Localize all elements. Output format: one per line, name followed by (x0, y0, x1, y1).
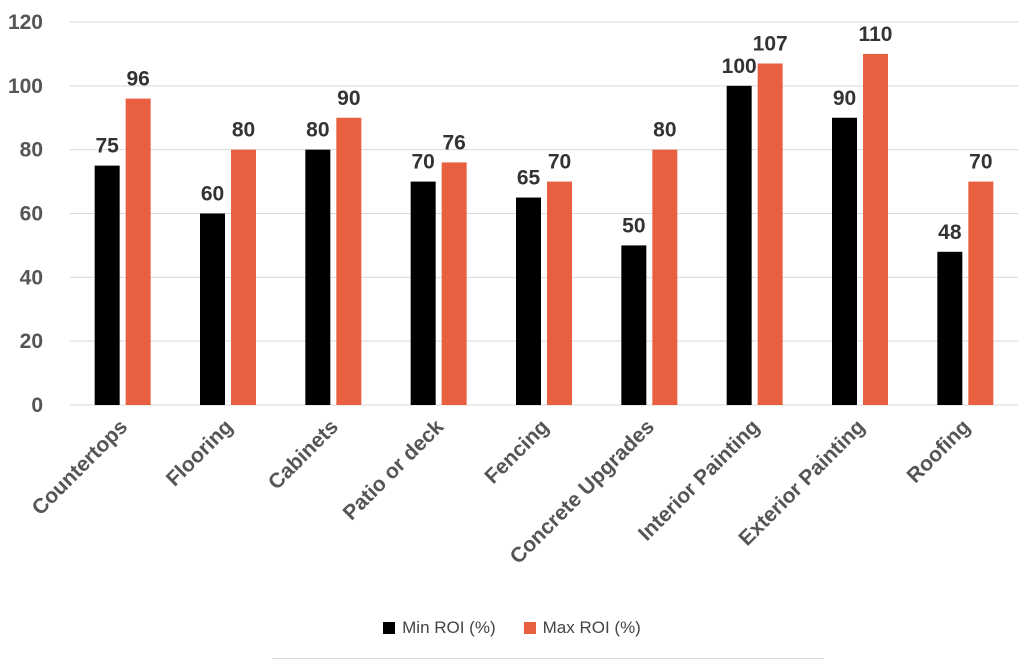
legend-label-max: Max ROI (%) (542, 618, 641, 637)
bar-min-roi[interactable] (726, 85, 752, 405)
x-category-label: Cabinets (264, 415, 343, 494)
data-label-min: 70 (411, 151, 434, 174)
bars (94, 53, 994, 406)
bar-max-roi[interactable] (547, 181, 572, 405)
x-category-label: Roofing (903, 415, 975, 487)
y-tick-label: 0 (31, 394, 43, 417)
bar-min-roi[interactable] (410, 181, 436, 405)
data-label-max: 96 (126, 68, 149, 91)
y-tick-label: 20 (20, 330, 43, 353)
bar-min-roi[interactable] (937, 251, 963, 405)
y-tick-label: 80 (20, 139, 43, 162)
legend: Min ROI (%) Max ROI (%) (0, 618, 1024, 638)
data-label-min: 50 (622, 214, 645, 237)
bar-max-roi[interactable] (125, 98, 151, 405)
y-tick-label: 60 (20, 203, 43, 226)
legend-swatch-max (523, 622, 536, 634)
gridlines (70, 21, 1018, 406)
legend-swatch-min (383, 622, 396, 634)
legend-item-max[interactable]: Max ROI (%) (523, 618, 641, 638)
y-tick-label: 100 (8, 75, 43, 98)
legend-label-min: Min ROI (%) (402, 618, 496, 637)
bar-min-roi[interactable] (516, 197, 541, 405)
bar-max-roi[interactable] (231, 149, 256, 405)
bar-max-roi[interactable] (336, 117, 362, 405)
bar-min-roi[interactable] (94, 165, 120, 405)
data-label-min: 75 (95, 135, 119, 158)
data-label-max: 90 (337, 87, 360, 110)
data-label-max: 70 (548, 151, 571, 174)
data-label-max: 70 (969, 151, 992, 174)
bar-max-roi[interactable] (863, 53, 888, 406)
data-label-min: 80 (306, 119, 329, 142)
data-label-min: 90 (833, 87, 856, 110)
bar-min-roi[interactable] (200, 213, 225, 406)
x-category-label: Fencing (480, 415, 553, 488)
x-category-label: Patio or deck (339, 415, 449, 525)
bar-max-roi[interactable] (652, 149, 678, 405)
y-tick-label: 120 (8, 11, 43, 34)
data-label-min: 65 (517, 167, 541, 190)
data-label-min: 100 (722, 55, 757, 78)
x-category-label: Countertops (28, 415, 133, 520)
y-axis-ticks: 0 20 40 60 80 100 120 (8, 11, 43, 417)
data-label-max: 107 (753, 32, 788, 55)
data-label-max: 76 (442, 131, 465, 154)
bar-min-roi[interactable] (621, 245, 647, 405)
bar-min-roi[interactable] (305, 149, 331, 405)
data-label-max: 80 (232, 119, 255, 142)
data-label-max: 80 (653, 119, 676, 142)
bar-max-roi[interactable] (757, 63, 783, 405)
bar-min-roi[interactable] (832, 117, 857, 405)
data-label-max: 110 (859, 23, 893, 46)
x-category-label: Flooring (162, 415, 238, 491)
bottom-divider (272, 658, 824, 659)
data-label-min: 60 (201, 183, 224, 206)
bar-max-roi[interactable] (441, 162, 467, 405)
data-label-min: 48 (938, 221, 962, 244)
legend-item-min[interactable]: Min ROI (%) (383, 618, 496, 638)
y-tick-label: 40 (20, 266, 43, 289)
bar-max-roi[interactable] (968, 181, 994, 405)
